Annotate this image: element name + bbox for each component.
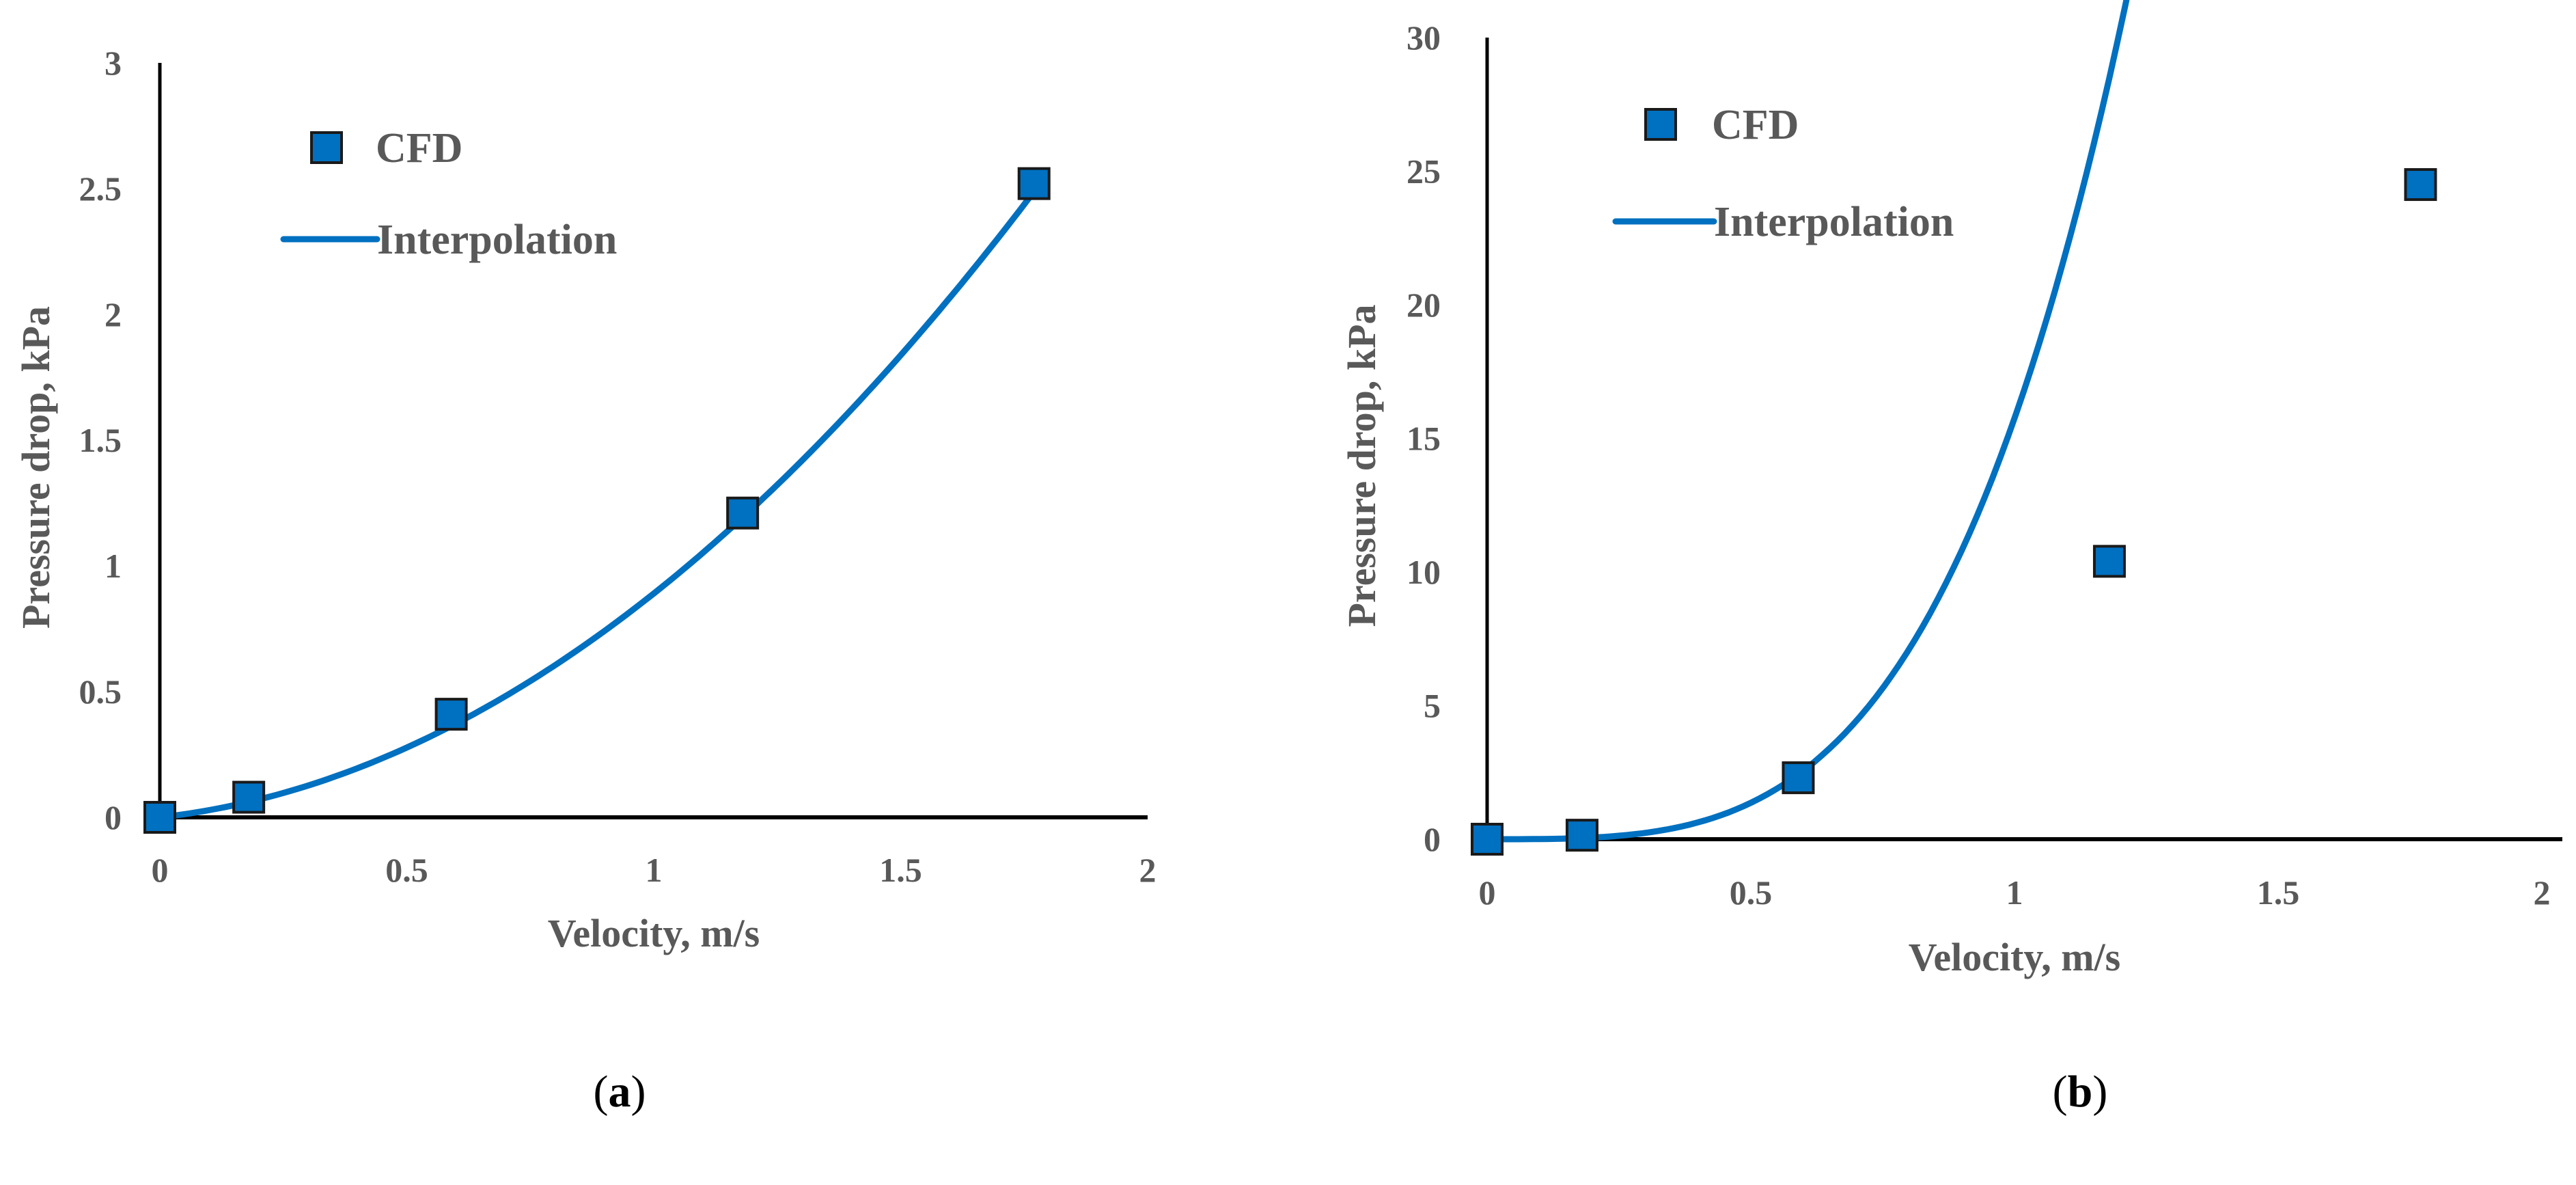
x-tick-label: 0.5 — [385, 851, 428, 889]
x-tick-label: 2 — [2534, 873, 2551, 912]
y-tick-label: 20 — [1407, 286, 1441, 324]
x-tick-label: 0.5 — [1730, 873, 1773, 912]
y-tick-label: 0.5 — [79, 672, 122, 711]
caption-a: (a) — [593, 1067, 646, 1117]
chart-a: 0 0.5 1 1.5 2 2.5 3 0 0.5 1 1.5 2 Velocity, m/s Press… — [14, 44, 1157, 955]
y-tick-label: 30 — [1407, 18, 1441, 57]
x-tick-label: 0 — [1479, 873, 1496, 912]
y-tick-label: 15 — [1407, 420, 1441, 458]
cfd-data-point — [1471, 823, 1504, 856]
chart-panel-a: 0 0.5 1 1.5 2 2.5 3 0 0.5 1 1.5 2 Velocity, m/s Press… — [14, 44, 1157, 1117]
legend-cfd-marker — [1644, 108, 1677, 141]
caption-a-label: a — [608, 1067, 631, 1117]
legend-cfd-marker — [310, 131, 343, 164]
legend-interpolation-label: Interpolation — [1714, 199, 1954, 245]
y-tick-label: 10 — [1407, 553, 1441, 591]
y-tick-label: 2.5 — [79, 169, 122, 208]
y-tick-label: 1.5 — [79, 421, 122, 459]
x-tick-label: 2 — [1139, 851, 1157, 889]
cfd-data-point — [232, 780, 266, 814]
x-axis-title: Velocity, m/s — [548, 911, 760, 955]
interpolation-curve — [156, 188, 1038, 821]
cfd-data-point — [1017, 167, 1051, 200]
y-tick-label: 3 — [105, 44, 122, 82]
legend-interpolation-label: Interpolation — [377, 217, 617, 263]
cfd-data-point — [143, 801, 176, 834]
legend-cfd-label: CFD — [1712, 102, 1799, 148]
chart-panel-b: 0 5 10 15 20 25 30 0 0.5 1 1.5 2 Velocity, m/s Pressu… — [1288, 0, 2576, 1185]
y-tick-label: 25 — [1407, 152, 1441, 191]
y-tick-label: 0 — [1424, 820, 1441, 858]
cfd-data-point — [726, 496, 760, 530]
x-tick-label: 1 — [646, 851, 663, 889]
cfd-data-point — [2404, 168, 2437, 202]
cfd-data-point — [434, 698, 468, 731]
y-axis-title: Pressure drop, kPa — [1340, 304, 1384, 627]
legend-cfd-label: CFD — [376, 125, 462, 172]
chart-b: 0 5 10 15 20 25 30 0 0.5 1 1.5 2 Velocity, m/s Pressu… — [1340, 0, 2562, 979]
caption-b-label: b — [2067, 1067, 2093, 1117]
interpolation-curve — [1484, 0, 2130, 843]
x-axis-title: Velocity, m/s — [1909, 935, 2120, 979]
y-tick-label: 2 — [105, 295, 122, 333]
y-axis-title: Pressure drop, kPa — [14, 306, 58, 629]
y-tick-label: 5 — [1424, 687, 1441, 725]
cfd-data-point — [2092, 545, 2126, 578]
y-tick-label: 0 — [105, 798, 122, 836]
y-tick-label: 1 — [105, 547, 122, 585]
cfd-data-point — [1782, 761, 1815, 795]
x-tick-label: 1.5 — [2257, 873, 2300, 912]
x-tick-label: 0 — [152, 851, 169, 889]
cfd-data-point — [1565, 819, 1598, 852]
caption-b: (b) — [2052, 1067, 2108, 1117]
x-tick-label: 1 — [2006, 873, 2023, 912]
x-tick-label: 1.5 — [879, 851, 922, 889]
